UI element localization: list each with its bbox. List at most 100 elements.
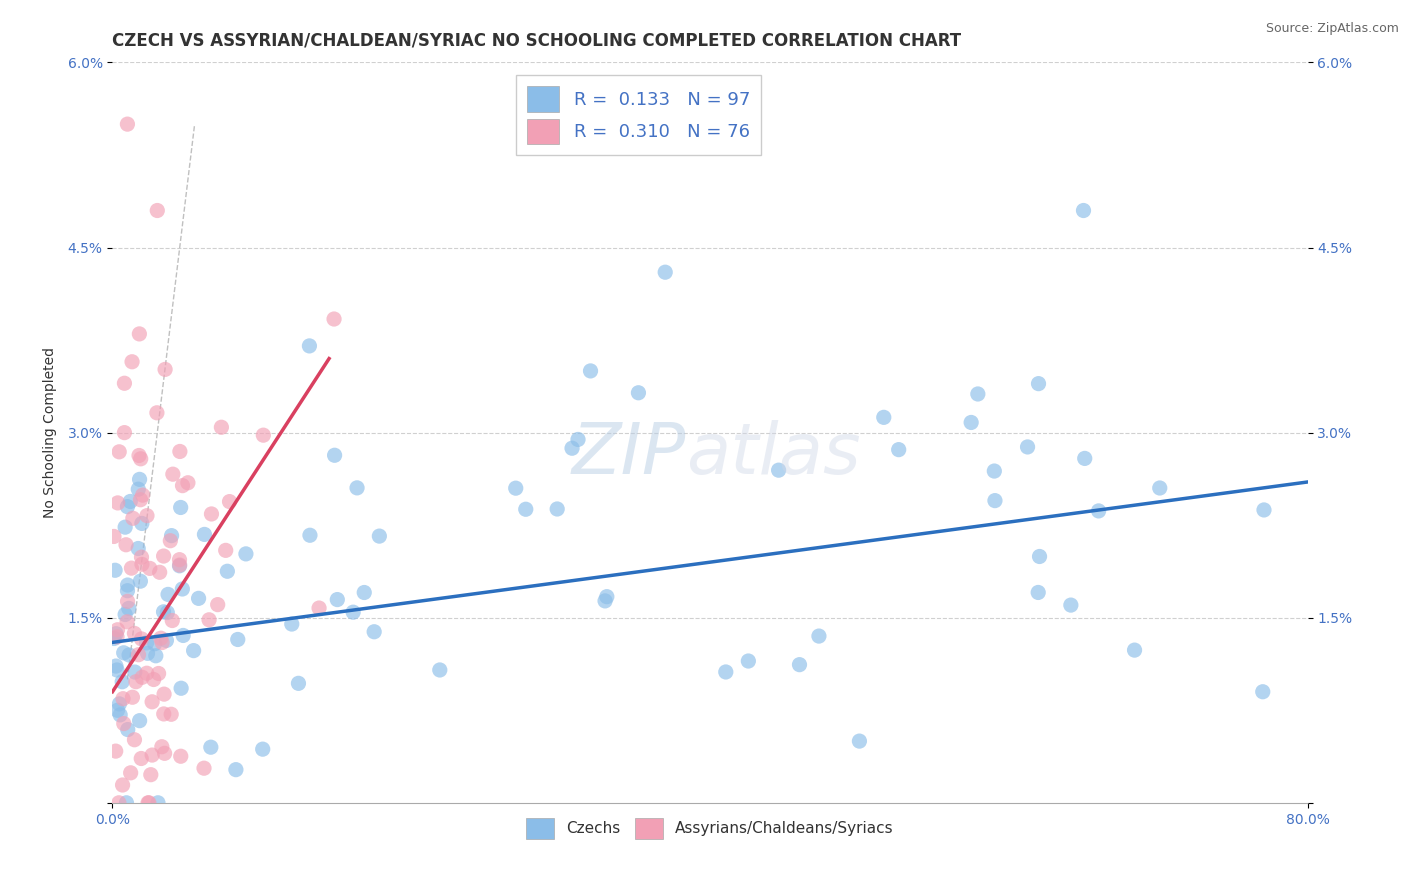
- Point: [146, 796, 169, 810]
- Point: [1060, 598, 1083, 612]
- Point: [162, 467, 184, 482]
- Point: [115, 615, 138, 629]
- Point: [1017, 440, 1039, 454]
- Text: ZIP: ZIP: [572, 420, 686, 490]
- Point: [225, 763, 247, 777]
- Point: [323, 448, 346, 462]
- Point: [984, 493, 1007, 508]
- Point: [124, 732, 146, 747]
- Text: Source: ZipAtlas.com: Source: ZipAtlas.com: [1265, 22, 1399, 36]
- Point: [115, 538, 138, 552]
- Point: [172, 582, 194, 596]
- Point: [128, 326, 150, 341]
- Point: [217, 564, 239, 578]
- Point: [108, 697, 131, 711]
- Point: [103, 632, 125, 646]
- Point: [131, 516, 153, 531]
- Point: [169, 552, 191, 566]
- Point: [128, 714, 150, 728]
- Point: [145, 648, 167, 663]
- Point: [131, 558, 153, 572]
- Point: [200, 740, 222, 755]
- Point: [121, 355, 143, 369]
- Point: [135, 636, 157, 650]
- Point: [183, 643, 205, 657]
- Point: [120, 494, 142, 508]
- Point: [114, 425, 135, 440]
- Point: [117, 117, 139, 131]
- Point: [169, 444, 191, 458]
- Point: [148, 666, 170, 681]
- Point: [654, 265, 676, 279]
- Point: [108, 796, 131, 810]
- Point: [873, 410, 896, 425]
- Point: [627, 385, 650, 400]
- Point: [596, 590, 619, 604]
- Point: [153, 687, 176, 701]
- Point: [160, 707, 183, 722]
- Point: [170, 500, 193, 515]
- Point: [1028, 549, 1050, 564]
- Text: atlas: atlas: [686, 420, 860, 490]
- Y-axis label: No Schooling Completed: No Schooling Completed: [42, 347, 56, 518]
- Point: [1073, 451, 1095, 466]
- Point: [226, 632, 249, 647]
- Point: [505, 481, 527, 495]
- Point: [120, 765, 142, 780]
- Point: [561, 441, 583, 455]
- Point: [131, 670, 153, 684]
- Point: [169, 558, 191, 572]
- Point: [546, 502, 568, 516]
- Point: [207, 598, 229, 612]
- Point: [146, 203, 169, 218]
- Point: [326, 592, 349, 607]
- Point: [131, 550, 153, 565]
- Point: [323, 312, 346, 326]
- Point: [177, 475, 200, 490]
- Point: [215, 543, 238, 558]
- Point: [169, 558, 191, 573]
- Point: [298, 339, 321, 353]
- Point: [146, 406, 169, 420]
- Point: [235, 547, 257, 561]
- Point: [127, 541, 149, 556]
- Point: [172, 628, 194, 642]
- Point: [198, 613, 221, 627]
- Point: [960, 416, 983, 430]
- Point: [107, 496, 129, 510]
- Point: [567, 433, 589, 447]
- Point: [1026, 585, 1049, 599]
- Point: [287, 676, 309, 690]
- Point: [129, 492, 152, 507]
- Point: [1251, 685, 1274, 699]
- Point: [111, 674, 134, 689]
- Point: [139, 767, 162, 781]
- Point: [129, 574, 152, 589]
- Point: [153, 747, 176, 761]
- Point: [136, 796, 159, 810]
- Point: [848, 734, 870, 748]
- Point: [368, 529, 391, 543]
- Point: [1123, 643, 1146, 657]
- Legend: R =  0.133   N = 97, R =  0.310   N = 76: R = 0.133 N = 97, R = 0.310 N = 76: [516, 75, 761, 155]
- Point: [252, 742, 274, 756]
- Point: [152, 706, 174, 721]
- Point: [172, 478, 194, 492]
- Point: [117, 583, 139, 598]
- Point: [152, 549, 174, 563]
- Point: [209, 420, 232, 434]
- Point: [983, 464, 1005, 478]
- Point: [160, 528, 183, 542]
- Point: [128, 648, 150, 662]
- Point: [170, 681, 193, 696]
- Point: [139, 561, 162, 575]
- Point: [200, 507, 222, 521]
- Point: [117, 723, 139, 737]
- Point: [152, 605, 174, 619]
- Point: [112, 646, 135, 660]
- Point: [118, 648, 141, 662]
- Point: [108, 707, 131, 722]
- Point: [353, 585, 375, 599]
- Point: [104, 659, 127, 673]
- Point: [966, 387, 988, 401]
